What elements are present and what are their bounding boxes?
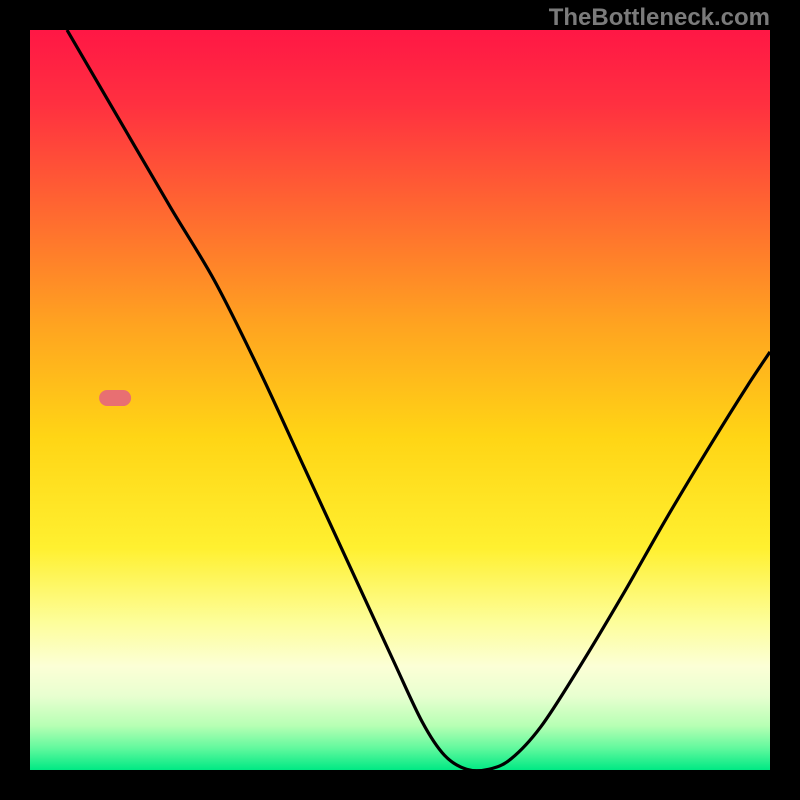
optimal-point-marker bbox=[99, 390, 131, 406]
bottleneck-gradient-chart bbox=[30, 30, 770, 770]
gradient-background bbox=[30, 30, 770, 770]
chart-frame: TheBottleneck.com bbox=[0, 0, 800, 800]
watermark-text: TheBottleneck.com bbox=[549, 4, 770, 32]
